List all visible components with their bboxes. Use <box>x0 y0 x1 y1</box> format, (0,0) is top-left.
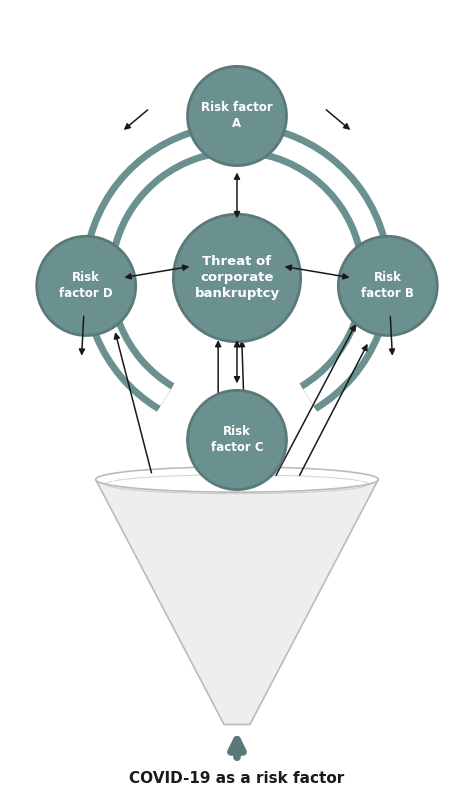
Polygon shape <box>96 480 378 725</box>
Text: COVID-19 as a risk factor: COVID-19 as a risk factor <box>129 771 345 786</box>
Ellipse shape <box>188 67 286 166</box>
Polygon shape <box>201 468 273 480</box>
Text: Risk
factor B: Risk factor B <box>361 271 414 301</box>
Text: Risk factor
A: Risk factor A <box>201 102 273 131</box>
Ellipse shape <box>188 390 286 489</box>
Ellipse shape <box>36 236 136 335</box>
Text: Risk
factor C: Risk factor C <box>210 426 264 454</box>
Ellipse shape <box>96 467 378 492</box>
Ellipse shape <box>338 236 438 335</box>
Text: Risk
factor D: Risk factor D <box>59 271 113 301</box>
Text: Threat of
corporate
bankruptcy: Threat of corporate bankruptcy <box>194 255 280 301</box>
Ellipse shape <box>173 214 301 342</box>
